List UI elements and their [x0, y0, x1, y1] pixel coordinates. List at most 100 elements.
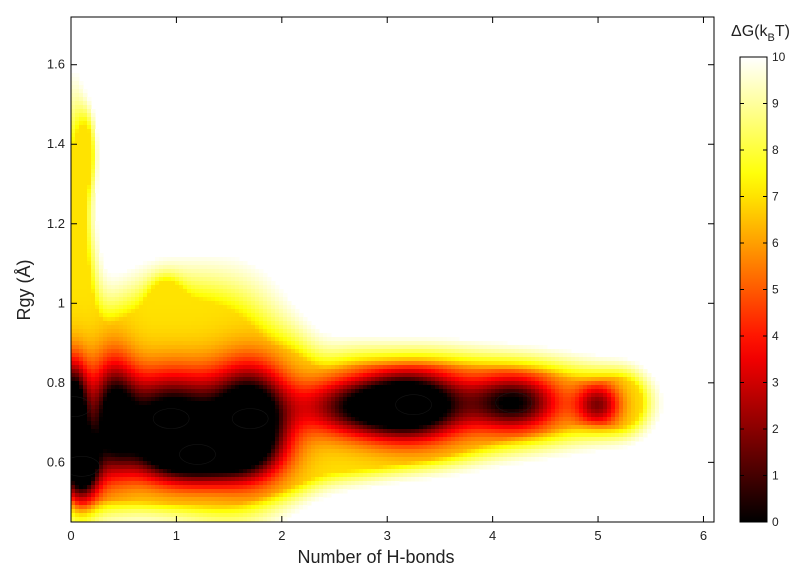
heatmap-cell	[79, 149, 84, 154]
heatmap-cell	[275, 397, 280, 402]
heatmap-cell	[191, 269, 196, 274]
heatmap-cell	[147, 369, 152, 374]
heatmap-cell	[287, 397, 292, 402]
heatmap-cell	[527, 413, 532, 418]
heatmap-cell	[487, 421, 492, 426]
heatmap-cell	[535, 405, 540, 410]
heatmap-cell	[399, 377, 404, 382]
heatmap-cell	[207, 257, 212, 262]
heatmap-cell	[83, 157, 88, 162]
heatmap-cell	[587, 369, 592, 374]
heatmap-cell	[211, 257, 216, 262]
heatmap-cell	[87, 349, 92, 354]
heatmap-cell	[207, 285, 212, 290]
heatmap-cell	[295, 313, 300, 318]
heatmap-cell	[119, 337, 124, 342]
heatmap-cell	[511, 397, 516, 402]
heatmap-cell	[175, 381, 180, 386]
heatmap-cell	[559, 377, 564, 382]
heatmap-cell	[99, 277, 104, 282]
heatmap-cell	[131, 413, 136, 418]
heatmap-cell	[111, 345, 116, 350]
heatmap-cell	[147, 281, 152, 286]
heatmap-cell	[587, 409, 592, 414]
heatmap-cell	[563, 377, 568, 382]
heatmap-cell	[519, 369, 524, 374]
heatmap-cell	[331, 377, 336, 382]
heatmap-cell	[635, 397, 640, 402]
heatmap-cell	[127, 425, 132, 430]
heatmap-cell	[71, 93, 76, 98]
heatmap-cell	[223, 289, 228, 294]
heatmap-cell	[147, 429, 152, 434]
heatmap-cell	[99, 281, 104, 286]
heatmap-cell	[343, 437, 348, 442]
heatmap-cell	[471, 365, 476, 370]
heatmap-cell	[623, 417, 628, 422]
heatmap-cell	[107, 353, 112, 358]
heatmap-cell	[311, 341, 316, 346]
heatmap-cell	[79, 133, 84, 138]
heatmap-cell	[135, 361, 140, 366]
heatmap-cell	[71, 101, 76, 106]
heatmap-cell	[603, 421, 608, 426]
heatmap-cell	[579, 373, 584, 378]
heatmap-cell	[171, 357, 176, 362]
heatmap-cell	[279, 333, 284, 338]
heatmap-cell	[351, 353, 356, 358]
heatmap-cell	[231, 301, 236, 306]
heatmap-cell	[227, 373, 232, 378]
heatmap-cell	[215, 257, 220, 262]
heatmap-cell	[111, 333, 116, 338]
heatmap-cell	[191, 389, 196, 394]
heatmap-cell	[615, 421, 620, 426]
heatmap-cell	[455, 401, 460, 406]
heatmap-cell	[387, 337, 392, 342]
heatmap-cell	[79, 109, 84, 114]
heatmap-cell	[83, 125, 88, 130]
heatmap-cell	[627, 385, 632, 390]
heatmap-cell	[83, 429, 88, 434]
heatmap-cell	[259, 353, 264, 358]
heatmap-cell	[275, 321, 280, 326]
heatmap-cell	[215, 309, 220, 314]
heatmap-cell	[619, 417, 624, 422]
heatmap-cell	[191, 413, 196, 418]
heatmap-cell	[239, 337, 244, 342]
heatmap-cell	[187, 401, 192, 406]
heatmap-cell	[463, 353, 468, 358]
heatmap-cell	[279, 389, 284, 394]
heatmap-cell	[463, 413, 468, 418]
heatmap-cell	[211, 361, 216, 366]
heatmap-cell	[127, 385, 132, 390]
heatmap-cell	[363, 401, 368, 406]
heatmap-cell	[75, 361, 80, 366]
heatmap-cell	[331, 349, 336, 354]
heatmap-cell	[91, 225, 96, 230]
heatmap-cell	[467, 341, 472, 346]
heatmap-cell	[87, 297, 92, 302]
heatmap-cell	[459, 405, 464, 410]
heatmap-cell	[187, 345, 192, 350]
heatmap-cell	[535, 409, 540, 414]
heatmap-cell	[235, 413, 240, 418]
heatmap-cell	[91, 365, 96, 370]
heatmap-cell	[139, 297, 144, 302]
heatmap-cell	[95, 393, 100, 398]
heatmap-cell	[323, 397, 328, 402]
heatmap-cell	[79, 233, 84, 238]
heatmap-cell	[75, 285, 80, 290]
heatmap-cell	[579, 405, 584, 410]
heatmap-cell	[131, 377, 136, 382]
heatmap-cell	[119, 401, 124, 406]
heatmap-cell	[487, 413, 492, 418]
heatmap-cell	[131, 425, 136, 430]
heatmap-cell	[187, 301, 192, 306]
heatmap-cell	[351, 337, 356, 342]
heatmap-cell	[371, 381, 376, 386]
heatmap-cell	[271, 373, 276, 378]
heatmap-cell	[475, 397, 480, 402]
heatmap-cell	[399, 369, 404, 374]
heatmap-cell	[271, 405, 276, 410]
heatmap-cell	[295, 369, 300, 374]
